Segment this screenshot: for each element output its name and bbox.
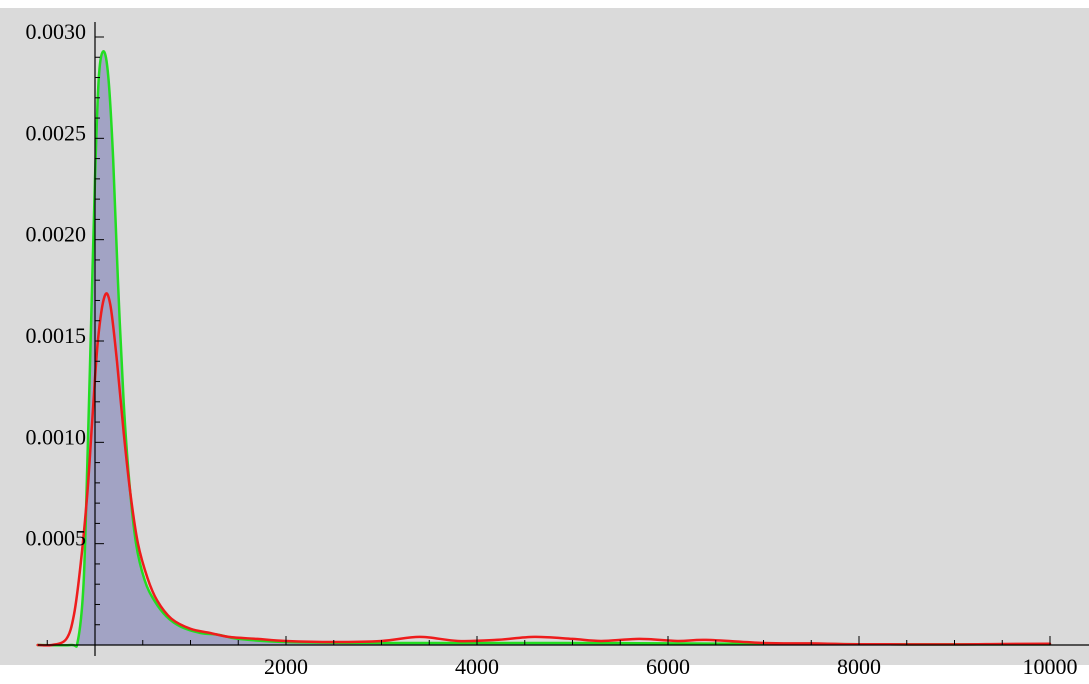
axes-layer bbox=[38, 22, 1089, 656]
series-2-line bbox=[36, 292, 1052, 647]
x-tick-label: 6000 bbox=[646, 654, 690, 679]
y-tick-label: 0.0010 bbox=[26, 424, 87, 449]
plot-background bbox=[0, 8, 1089, 665]
series-1-area-fill bbox=[37, 51, 1050, 647]
x-tick-label: 4000 bbox=[455, 654, 499, 679]
y-tick-label: 0.0030 bbox=[26, 19, 87, 44]
y-tick-label: 0.0025 bbox=[26, 120, 87, 145]
y-tick-label: 0.0020 bbox=[26, 222, 87, 247]
x-tick-label: 8000 bbox=[837, 654, 881, 679]
y-tick-label: 0.0015 bbox=[26, 323, 87, 348]
x-tick-label: 10000 bbox=[1023, 654, 1078, 679]
tick-label-layer: 2000 4000 6000 8000 10000 0.0005 0.0010 0.0015 0… bbox=[26, 19, 1078, 679]
series-layer bbox=[36, 49, 1052, 648]
y-tick-label: 0.0005 bbox=[26, 526, 87, 551]
x-tick-label: 2000 bbox=[264, 654, 308, 679]
series-1-line bbox=[36, 49, 1052, 648]
